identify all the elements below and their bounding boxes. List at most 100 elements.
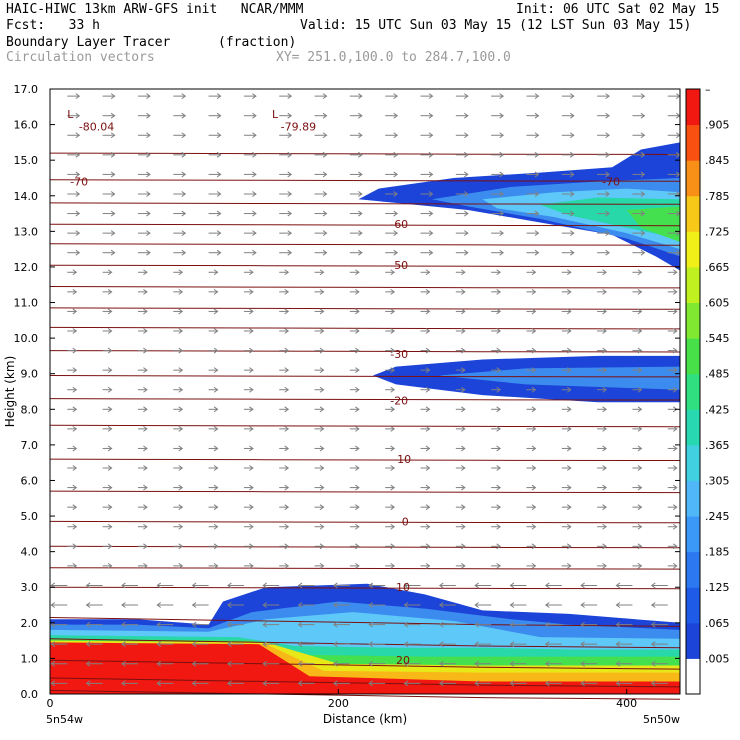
wind-vector-head [566, 347, 572, 354]
wind-vector [137, 504, 148, 511]
wind-vector-head [213, 308, 219, 315]
wind-vector [102, 112, 116, 119]
wind-vector [279, 230, 293, 237]
wind-vector [314, 406, 325, 413]
wind-vector-head [428, 171, 434, 178]
wind-vector [650, 680, 668, 687]
colorbar-label: .245 [705, 510, 730, 523]
wind-vector [455, 562, 466, 569]
wind-vector-head [252, 230, 257, 237]
wind-vector [420, 367, 431, 374]
wind-vector-head [358, 151, 363, 158]
wind-vector [650, 582, 668, 589]
wind-vector [385, 562, 396, 569]
wind-vector [279, 367, 290, 374]
wind-vector-head [181, 112, 187, 119]
wind-vector-head [672, 328, 678, 334]
wind-vector [349, 112, 363, 119]
wind-vector [526, 347, 537, 354]
wind-vector [314, 132, 328, 139]
wind-vector [526, 367, 537, 374]
wind-vector-head [566, 288, 572, 295]
wind-vector-head [602, 465, 607, 471]
wind-vector [279, 151, 293, 158]
wind-vector-head [143, 543, 148, 550]
wind-vector [314, 93, 328, 100]
colorbar-swatch [686, 266, 700, 304]
wind-vector-head [425, 504, 431, 511]
wind-vector [615, 641, 633, 648]
wind-vector-head [425, 465, 431, 471]
wind-vector [597, 367, 607, 374]
wind-vector-head [85, 582, 91, 589]
wind-vector-head [637, 445, 643, 452]
wind-vector-head [178, 288, 184, 295]
wind-vector [632, 112, 646, 119]
colorbar-label: .785 [705, 190, 730, 203]
wind-vector [137, 386, 148, 393]
wind-vector [491, 367, 502, 374]
wind-vector-head [425, 425, 431, 432]
colorbar-swatch [686, 160, 700, 197]
wind-vector-head [534, 191, 540, 197]
wind-vector-head [499, 171, 505, 178]
y-tick-label: 6.0 [21, 474, 39, 487]
wind-vector [368, 680, 386, 687]
wind-vector-head [146, 93, 151, 100]
wind-vector-head [474, 582, 479, 589]
wind-vector [509, 621, 527, 628]
wind-vector-head [50, 680, 56, 687]
wind-vector [667, 425, 678, 432]
wind-vector [420, 249, 434, 256]
wind-vector-head [425, 523, 431, 530]
wind-vector [474, 660, 492, 667]
wind-vector-head [319, 288, 325, 295]
contour-label: 0 [402, 515, 409, 528]
wind-vector-head [531, 484, 537, 491]
wind-vector-head [72, 328, 78, 334]
wind-vector-head [216, 93, 222, 100]
wind-vector [85, 582, 103, 589]
wind-vector-head [569, 93, 575, 100]
wind-vector [67, 445, 78, 452]
wind-vector [526, 249, 540, 256]
wind-vector [243, 523, 254, 530]
init-time: Init: 06 UTC Sat 02 May 15 [516, 2, 720, 17]
wind-vector [208, 425, 219, 432]
wind-vector [438, 621, 456, 628]
isotherm-line [49, 375, 681, 378]
wind-vector-head [322, 132, 328, 139]
wind-vector [455, 308, 466, 315]
wind-vector [561, 406, 572, 413]
wind-vector [314, 425, 325, 432]
wind-vector [597, 93, 610, 100]
wind-vector-head [287, 230, 293, 237]
wind-vector-head [262, 621, 268, 628]
wind-vector [561, 328, 572, 334]
isotherm-line [49, 567, 681, 570]
wind-vector [544, 660, 562, 667]
wind-vector [385, 269, 396, 276]
wind-vector [491, 93, 505, 100]
wind-vector [173, 328, 184, 334]
field-name: Boundary Layer Tracer [6, 35, 171, 50]
wind-vector-head [637, 308, 643, 315]
wind-vector [173, 386, 184, 393]
wind-vector [420, 465, 431, 471]
contour-label: -10 [393, 453, 411, 466]
wind-vector-head [284, 328, 290, 334]
wind-vector [102, 210, 116, 217]
wind-vector-head [615, 621, 621, 628]
wind-vector [137, 269, 148, 276]
wind-vector-head [319, 328, 325, 334]
wind-vector-head [107, 562, 113, 569]
wind-vector-head [146, 151, 151, 158]
wind-vector-head [262, 641, 268, 648]
wind-vector-head [319, 308, 325, 315]
wind-vector [227, 582, 244, 589]
wind-vector-head [216, 171, 222, 178]
wind-vector [208, 269, 219, 276]
wind-vector [349, 367, 360, 374]
axes: 0.0 1.0 2.0 3.0 4.0 5.0 6.0 7.0 8.0 9.0 10.0 11.0 12… [3, 83, 680, 726]
wind-vector-head [438, 602, 444, 608]
